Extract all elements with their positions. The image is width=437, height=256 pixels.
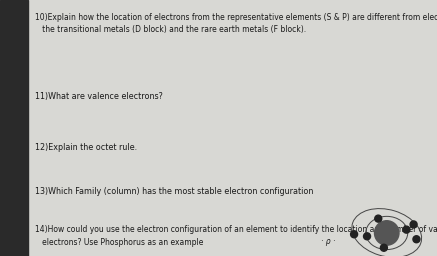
Ellipse shape: [413, 236, 420, 243]
Text: 14)How could you use the electron configuration of an element to identify the lo: 14)How could you use the electron config…: [35, 225, 437, 247]
Ellipse shape: [410, 221, 417, 228]
Bar: [0, 0, 28, 256]
Text: 11)What are valence electrons?: 11)What are valence electrons?: [35, 92, 163, 101]
Text: 13)Which Family (column) has the most stable electron configuration: 13)Which Family (column) has the most st…: [35, 187, 313, 196]
Ellipse shape: [364, 233, 371, 240]
Text: · ρ ·: · ρ ·: [321, 237, 335, 247]
Ellipse shape: [380, 244, 387, 251]
Text: 12)Explain the octet rule.: 12)Explain the octet rule.: [35, 143, 137, 152]
Ellipse shape: [350, 231, 357, 238]
Text: 10)Explain how the location of electrons from the representative elements (S & P: 10)Explain how the location of electrons…: [35, 13, 437, 34]
Ellipse shape: [375, 221, 399, 245]
Ellipse shape: [375, 215, 382, 222]
Ellipse shape: [403, 226, 410, 233]
